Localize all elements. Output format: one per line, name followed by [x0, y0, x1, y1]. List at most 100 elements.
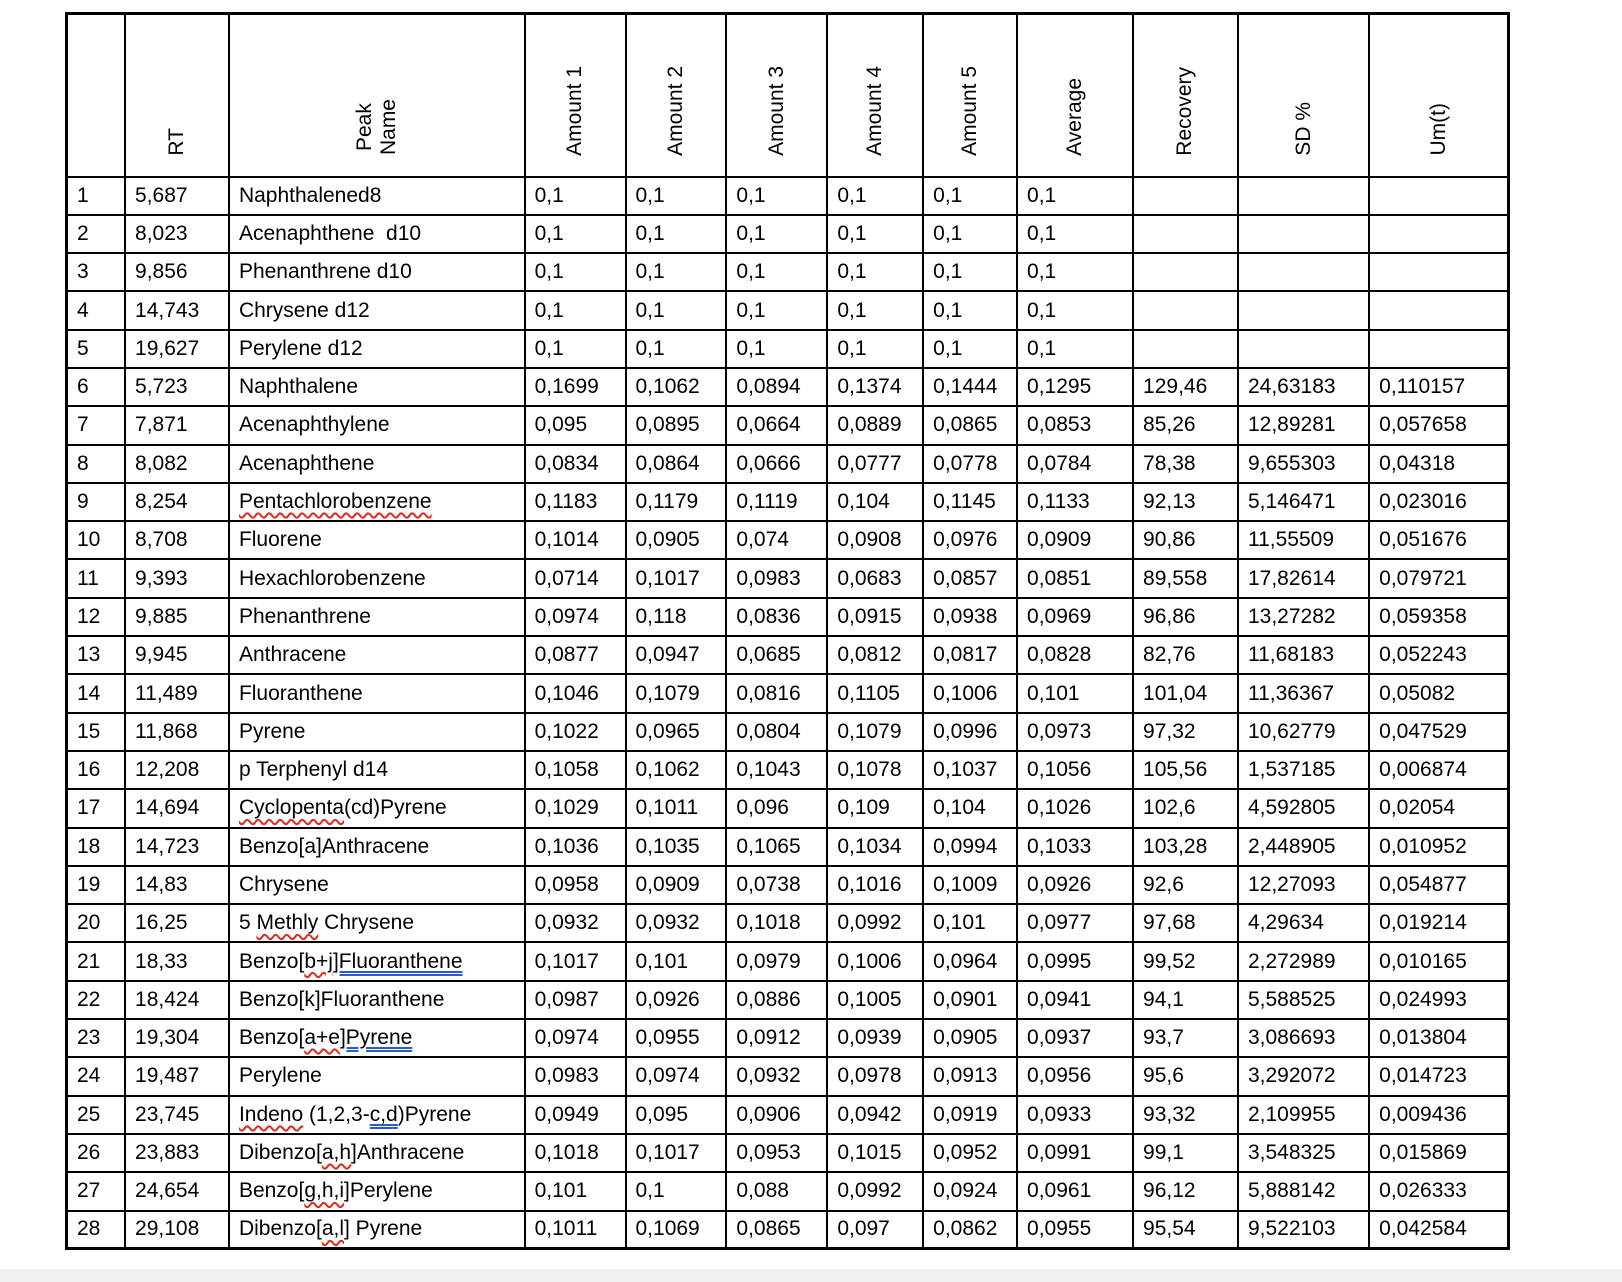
- cell-avg[interactable]: 0,0991: [1016, 1132, 1135, 1174]
- cell-rt[interactable]: 19,627: [124, 328, 230, 369]
- cell-name[interactable]: Fluoranthene: [227, 673, 526, 714]
- cell-a4[interactable]: 0,1005: [826, 979, 925, 1021]
- cell-idx[interactable]: 6: [65, 366, 127, 408]
- cell-sd[interactable]: [1236, 252, 1371, 293]
- cell-rt[interactable]: 14,723: [124, 826, 230, 867]
- cell-name[interactable]: Perylene d12: [227, 328, 526, 369]
- cell-idx[interactable]: 17: [65, 788, 127, 829]
- cell-a4[interactable]: 0,0915: [826, 596, 925, 638]
- column-header-a2[interactable]: Amount 2: [624, 12, 728, 178]
- cell-sd[interactable]: 5,146471: [1236, 481, 1371, 523]
- cell-um[interactable]: 0,009436: [1368, 1094, 1510, 1135]
- cell-a5[interactable]: 0,101: [922, 903, 1019, 944]
- cell-idx[interactable]: 15: [65, 711, 127, 752]
- cell-rec[interactable]: 95,54: [1132, 1209, 1239, 1250]
- cell-um[interactable]: 0,079721: [1368, 558, 1510, 599]
- cell-a1[interactable]: 0,0834: [523, 443, 627, 484]
- cell-name[interactable]: Phenanthrene: [227, 596, 526, 638]
- cell-a4[interactable]: 0,1: [826, 328, 925, 369]
- cell-a5[interactable]: 0,1: [922, 252, 1019, 293]
- cell-name[interactable]: Naphthalene: [227, 366, 526, 408]
- cell-avg[interactable]: 0,0828: [1016, 635, 1135, 676]
- cell-a5[interactable]: 0,0952: [922, 1132, 1019, 1174]
- cell-rt[interactable]: 14,694: [124, 788, 230, 829]
- cell-a5[interactable]: 0,1037: [922, 749, 1019, 791]
- cell-sd[interactable]: 4,592805: [1236, 788, 1371, 829]
- cell-a5[interactable]: 0,0778: [922, 443, 1019, 484]
- cell-a1[interactable]: 0,1011: [523, 1209, 627, 1250]
- cell-a1[interactable]: 0,1: [523, 175, 627, 216]
- cell-a2[interactable]: 0,1079: [624, 673, 728, 714]
- cell-sd[interactable]: 12,27093: [1236, 864, 1371, 906]
- cell-name[interactable]: 5 Methly Chrysene: [227, 903, 526, 944]
- cell-name[interactable]: Hexachlorobenzene: [227, 558, 526, 599]
- cell-sd[interactable]: 10,62779: [1236, 711, 1371, 752]
- cell-a3[interactable]: 0,0865: [725, 1209, 829, 1250]
- cell-a2[interactable]: 0,101: [624, 941, 728, 982]
- cell-sd[interactable]: 9,522103: [1236, 1209, 1371, 1250]
- cell-sd[interactable]: 4,29634: [1236, 903, 1371, 944]
- cell-a1[interactable]: 0,0949: [523, 1094, 627, 1135]
- cell-rt[interactable]: 23,883: [124, 1132, 230, 1174]
- cell-idx[interactable]: 22: [65, 979, 127, 1021]
- cell-a5[interactable]: 0,0924: [922, 1171, 1019, 1212]
- cell-sd[interactable]: 3,548325: [1236, 1132, 1371, 1174]
- cell-rt[interactable]: 12,208: [124, 749, 230, 791]
- cell-a4[interactable]: 0,109: [826, 788, 925, 829]
- cell-rec[interactable]: [1132, 252, 1239, 293]
- cell-rec[interactable]: 92,13: [1132, 481, 1239, 523]
- cell-a5[interactable]: 0,0857: [922, 558, 1019, 599]
- cell-a4[interactable]: 0,0978: [826, 1056, 925, 1097]
- cell-sd[interactable]: 17,82614: [1236, 558, 1371, 599]
- cell-a5[interactable]: 0,1145: [922, 481, 1019, 523]
- cell-rt[interactable]: 11,868: [124, 711, 230, 752]
- cell-a3[interactable]: 0,0664: [725, 405, 829, 446]
- cell-a1[interactable]: 0,1046: [523, 673, 627, 714]
- cell-a4[interactable]: 0,0939: [826, 1018, 925, 1059]
- cell-rec[interactable]: 85,26: [1132, 405, 1239, 446]
- cell-rt[interactable]: 8,023: [124, 213, 230, 255]
- cell-um[interactable]: 0,02054: [1368, 788, 1510, 829]
- cell-um[interactable]: 0,052243: [1368, 635, 1510, 676]
- cell-rec[interactable]: 94,1: [1132, 979, 1239, 1021]
- cell-um[interactable]: 0,110157: [1368, 366, 1510, 408]
- cell-a4[interactable]: 0,0777: [826, 443, 925, 484]
- cell-a5[interactable]: 0,0919: [922, 1094, 1019, 1135]
- cell-avg[interactable]: 0,1: [1016, 252, 1135, 293]
- cell-a4[interactable]: 0,1078: [826, 749, 925, 791]
- cell-idx[interactable]: 10: [65, 520, 127, 561]
- cell-rt[interactable]: 18,424: [124, 979, 230, 1021]
- cell-a3[interactable]: 0,0804: [725, 711, 829, 752]
- cell-avg[interactable]: 0,0955: [1016, 1209, 1135, 1250]
- cell-sd[interactable]: 3,292072: [1236, 1056, 1371, 1097]
- cell-name[interactable]: Acenaphthene d10: [227, 213, 526, 255]
- cell-rt[interactable]: 8,254: [124, 481, 230, 523]
- cell-name[interactable]: Benzo[g,h,i]Perylene: [227, 1171, 526, 1212]
- cell-a2[interactable]: 0,0864: [624, 443, 728, 484]
- cell-rt[interactable]: 11,489: [124, 673, 230, 714]
- cell-a1[interactable]: 0,0714: [523, 558, 627, 599]
- cell-sd[interactable]: 9,655303: [1236, 443, 1371, 484]
- cell-um[interactable]: 0,054877: [1368, 864, 1510, 906]
- cell-a2[interactable]: 0,1: [624, 290, 728, 331]
- cell-a4[interactable]: 0,0942: [826, 1094, 925, 1135]
- cell-um[interactable]: [1368, 252, 1510, 293]
- cell-um[interactable]: 0,047529: [1368, 711, 1510, 752]
- cell-um[interactable]: 0,013804: [1368, 1018, 1510, 1059]
- cell-idx[interactable]: 28: [65, 1209, 127, 1250]
- cell-um[interactable]: 0,014723: [1368, 1056, 1510, 1097]
- cell-a2[interactable]: 0,0905: [624, 520, 728, 561]
- cell-a3[interactable]: 0,0685: [725, 635, 829, 676]
- cell-avg[interactable]: 0,0926: [1016, 864, 1135, 906]
- cell-sd[interactable]: [1236, 290, 1371, 331]
- cell-idx[interactable]: 7: [65, 405, 127, 446]
- cell-avg[interactable]: 0,101: [1016, 673, 1135, 714]
- cell-a3[interactable]: 0,0932: [725, 1056, 829, 1097]
- cell-a5[interactable]: 0,1006: [922, 673, 1019, 714]
- cell-a3[interactable]: 0,0906: [725, 1094, 829, 1135]
- cell-avg[interactable]: 0,0973: [1016, 711, 1135, 752]
- cell-a4[interactable]: 0,0908: [826, 520, 925, 561]
- cell-a1[interactable]: 0,1183: [523, 481, 627, 523]
- cell-a3[interactable]: 0,1018: [725, 903, 829, 944]
- cell-a2[interactable]: 0,118: [624, 596, 728, 638]
